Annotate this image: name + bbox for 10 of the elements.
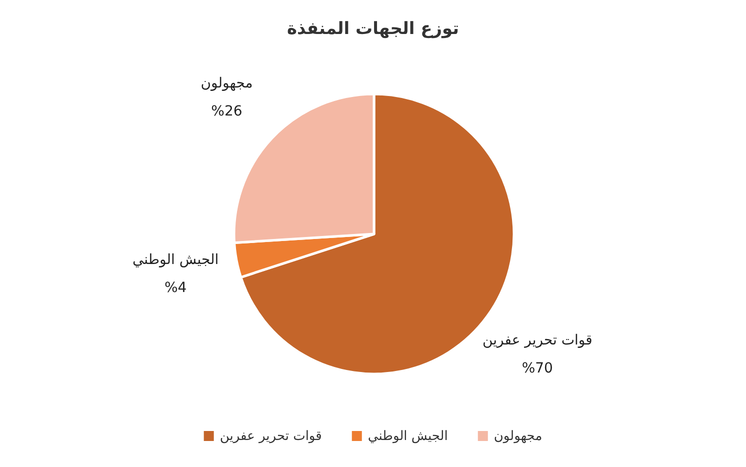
data-label: %4 (164, 280, 187, 296)
legend-label: الجيش الوطني (368, 429, 448, 444)
slice-label: قوات تحرير عفرين (482, 332, 592, 349)
chart-title: توزع الجهات المنفذة (286, 19, 460, 39)
legend-label: مجهولون (494, 429, 542, 444)
data-label: %70 (522, 360, 553, 377)
slice-label: الجيش الوطني (132, 252, 219, 268)
slice-label: مجهولون (200, 76, 253, 92)
data-label: %26 (211, 104, 242, 120)
legend-label: قوات تحرير عفرين (220, 429, 322, 444)
